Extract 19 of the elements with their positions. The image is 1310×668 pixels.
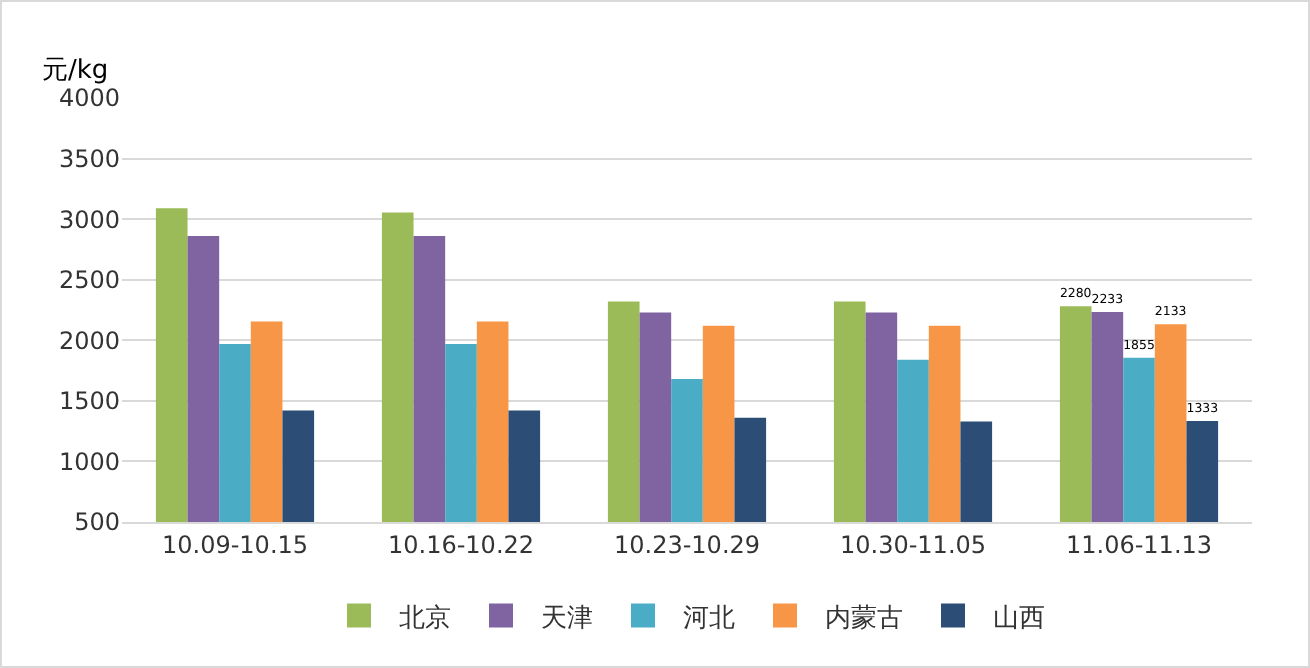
y-tick-label: 1500 [58, 387, 120, 416]
y-tick-label: 3500 [58, 144, 120, 173]
legend-label: 内蒙古 [825, 603, 903, 634]
x-tick-label: 10.16-10.22 [387, 530, 535, 559]
legend-label: 山西 [993, 603, 1045, 634]
y-tick-label: 2000 [58, 326, 120, 355]
x-tick-label: 10.23-10.29 [613, 530, 761, 559]
x-tick-label: 11.06-11.13 [1065, 530, 1213, 559]
y-tick-label: 2500 [58, 266, 120, 295]
y-axis-title: 元/kg [42, 56, 109, 86]
legend-label: 天津 [541, 603, 593, 634]
x-tick-label: 10.09-10.15 [161, 530, 309, 559]
y-tick-label: 4000 [58, 84, 120, 113]
y-tick-label: 1000 [58, 447, 120, 476]
y-tick-label: 3000 [58, 205, 120, 234]
y-tick-label: 500 [74, 508, 120, 537]
legend-label: 北京 [399, 603, 451, 634]
x-tick-label: 10.30-11.05 [839, 530, 987, 559]
legend-label: 河北 [683, 603, 735, 634]
